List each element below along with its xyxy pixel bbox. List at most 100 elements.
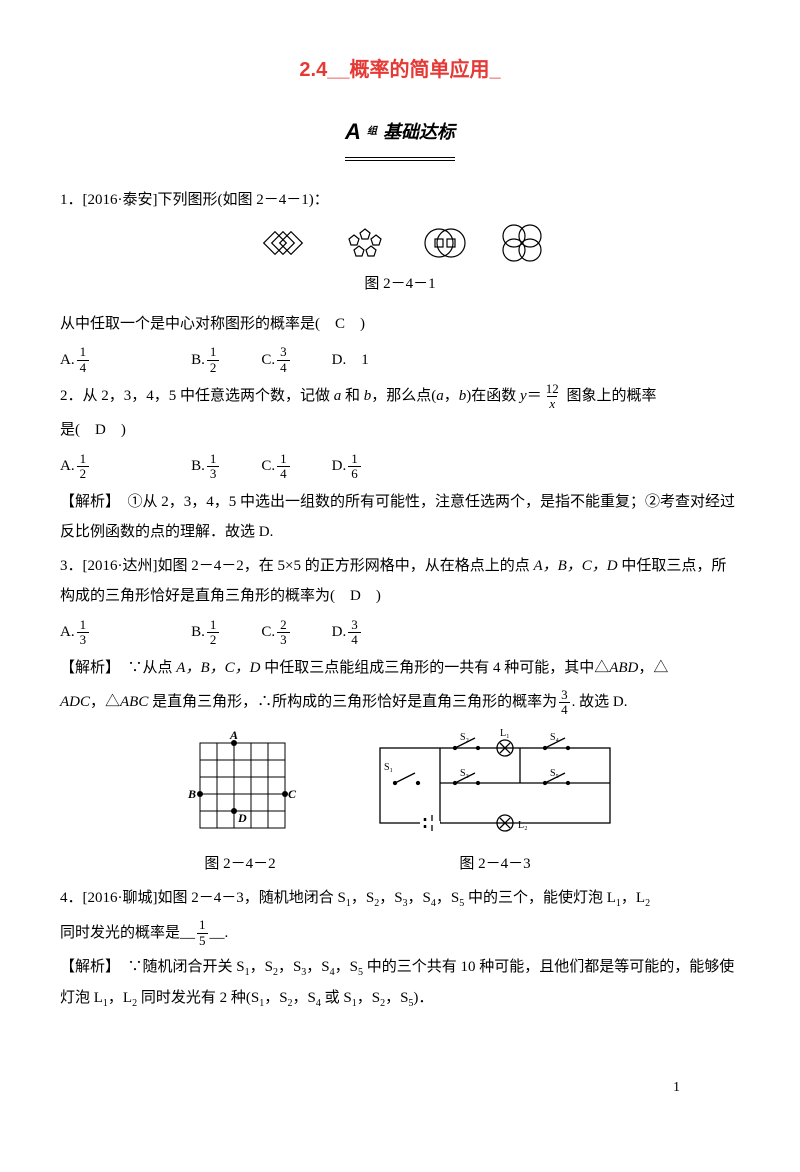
text: 中的三个，能使灯泡 L bbox=[464, 890, 616, 906]
sub: 3 bbox=[301, 967, 306, 978]
q3-opt-c-label: C. bbox=[261, 617, 275, 647]
circuit-figure-icon: S₁S₂S₃ S₄S₅ L₁L₂ bbox=[370, 728, 620, 838]
frac-num: 1 bbox=[77, 452, 90, 466]
sub: 4 bbox=[431, 898, 436, 909]
frac-num: 1 bbox=[207, 618, 220, 632]
sub: 3 bbox=[403, 898, 408, 909]
frac-den: 4 bbox=[277, 360, 290, 375]
q3-options: A.13 B.12 C.23 D.34 bbox=[60, 617, 740, 647]
svg-text:C: C bbox=[288, 787, 297, 801]
q3-opt-d-label: D. bbox=[332, 617, 347, 647]
text: ∵随机闭合开关 S bbox=[113, 959, 245, 975]
text: ，那么点( bbox=[371, 388, 436, 404]
analysis-label: 【解析】 bbox=[60, 493, 113, 510]
sub: 1 bbox=[352, 998, 357, 1009]
text: ，△ bbox=[638, 660, 668, 676]
q1-figure-caption: 图 2－4－1 bbox=[60, 269, 740, 299]
frac-den: 5 bbox=[197, 933, 208, 948]
q1-opt-d-label: D. 1 bbox=[332, 345, 369, 375]
frac-den: 4 bbox=[277, 466, 290, 481]
sub: 1 bbox=[103, 998, 108, 1009]
svg-text:D: D bbox=[237, 811, 247, 825]
text: 4．[2016·聊城]如图 2－4－3，随机地闭合 S bbox=[60, 890, 346, 906]
frac-num: 3 bbox=[277, 345, 290, 359]
svg-text:L₁: L₁ bbox=[500, 728, 510, 739]
svg-text:L₂: L₂ bbox=[518, 820, 528, 831]
q4-stem-2: 同时发光的概率是__15__. bbox=[60, 918, 740, 948]
frac-num: 3 bbox=[348, 618, 361, 632]
var-y: y bbox=[520, 388, 527, 404]
analysis-label: 【解析】 bbox=[60, 958, 113, 975]
text: )在函数 bbox=[466, 388, 520, 404]
var-a: a bbox=[436, 388, 444, 404]
q2-opt-d-label: D. bbox=[332, 451, 347, 481]
svg-text:S₂: S₂ bbox=[460, 732, 469, 743]
q2-analysis: 【解析】 ①从 2，3，4，5 中选出一组数的所有可能性，注意任选两个，是指不能… bbox=[60, 487, 740, 547]
sub: 2 bbox=[645, 898, 650, 909]
frac-den: 2 bbox=[207, 360, 220, 375]
q2-options: A.12 B.13 C.14 D.16 bbox=[60, 451, 740, 481]
banner-text: 基础达标 bbox=[383, 114, 455, 150]
frac-den: x bbox=[547, 396, 557, 411]
q2-opt-c-label: C. bbox=[261, 451, 275, 481]
text: 同时发光有 2 种(S bbox=[137, 990, 259, 1006]
document-title: 2.4__概率的简单应用_ bbox=[60, 50, 740, 90]
sub: 1 bbox=[259, 998, 264, 1009]
fig-caption-1: 图 2－4－2 bbox=[180, 849, 300, 879]
analysis-text: ①从 2，3，4，5 中选出一组数的所有可能性，注意任选两个，是指不能重复；②考… bbox=[60, 494, 735, 540]
text: 3．[2016·达州]如图 2－4－2，在 5×5 的正方形网格中，从在格点上的… bbox=[60, 558, 533, 574]
frac-num: 1 bbox=[77, 345, 90, 359]
svg-text:S₁: S₁ bbox=[384, 762, 393, 773]
sub: 1 bbox=[346, 898, 351, 909]
shape-diamonds-icon bbox=[253, 226, 313, 260]
frac-num: 1 bbox=[197, 918, 208, 932]
sub: 2 bbox=[380, 998, 385, 1009]
text: 中任取三点能组成三角形的一共有 4 种可能，其中△ bbox=[260, 660, 609, 676]
triangle: ADC bbox=[60, 694, 90, 710]
svg-text:B: B bbox=[187, 787, 196, 801]
svg-text:A: A bbox=[229, 728, 238, 742]
frac-num: 1 bbox=[348, 452, 361, 466]
q2-opt-b-label: B. bbox=[191, 451, 205, 481]
frac-den: 2 bbox=[207, 632, 220, 647]
q1-stem: 从中任取一个是中心对称图形的概率是( C ) bbox=[60, 309, 740, 339]
q1-prompt: 1．[2016·泰安]下列图形(如图 2－4－1)： bbox=[60, 185, 740, 215]
frac-den: 3 bbox=[77, 632, 90, 647]
q3-analysis: 【解析】 ∵从点 A，B，C，D 中任取三点能组成三角形的一共有 4 种可能，其… bbox=[60, 653, 740, 683]
banner-letter: A bbox=[345, 110, 361, 154]
figure-pair: A B C D 图 2－4－2 bbox=[60, 728, 740, 879]
frac-num: 1 bbox=[207, 345, 220, 359]
shape-circles-icon bbox=[497, 221, 547, 265]
q2-stem-2: 是( D ) bbox=[60, 415, 740, 445]
text: 图象上的概率 bbox=[563, 388, 657, 404]
section-banner: A组 基础达标 bbox=[60, 110, 740, 161]
text: 2．从 2，3，4，5 中任意选两个数，记做 bbox=[60, 388, 334, 404]
frac-num: 1 bbox=[277, 452, 290, 466]
text: )． bbox=[413, 990, 433, 1006]
text: ， bbox=[444, 388, 459, 404]
sub: 4 bbox=[330, 967, 335, 978]
text: ∵从点 bbox=[113, 660, 177, 676]
frac-num: 12 bbox=[544, 382, 561, 396]
text: 同时发光的概率是__ bbox=[60, 925, 195, 941]
sub: 1 bbox=[245, 967, 250, 978]
analysis-label: 【解析】 bbox=[60, 659, 113, 676]
frac-den: 3 bbox=[277, 632, 290, 647]
sub: 2 bbox=[374, 898, 379, 909]
shape-coins-icon bbox=[417, 225, 473, 261]
text: 和 bbox=[341, 388, 364, 404]
frac-den: 4 bbox=[348, 632, 361, 647]
q1-opt-b-label: B. bbox=[191, 345, 205, 375]
frac-num: 1 bbox=[77, 618, 90, 632]
q1-figure-row bbox=[60, 221, 740, 265]
q1-options: A.14 B.12 C.34 D. 1 bbox=[60, 345, 740, 375]
q2-stem: 2．从 2，3，4，5 中任意选两个数，记做 a 和 b，那么点(a，b)在函数… bbox=[60, 381, 740, 411]
triangle: ABD bbox=[609, 660, 638, 676]
frac-den: 3 bbox=[207, 466, 220, 481]
banner-sub: 组 bbox=[367, 122, 377, 142]
frac-den: 4 bbox=[77, 360, 90, 375]
shape-pentagons-icon bbox=[337, 223, 393, 263]
svg-text:S₄: S₄ bbox=[550, 732, 560, 743]
q3-analysis-2: ADC，△ABC 是直角三角形，∴所构成的三角形恰好是直角三角形的概率为34. … bbox=[60, 687, 740, 717]
fig-caption-2: 图 2－4－3 bbox=[370, 849, 620, 879]
